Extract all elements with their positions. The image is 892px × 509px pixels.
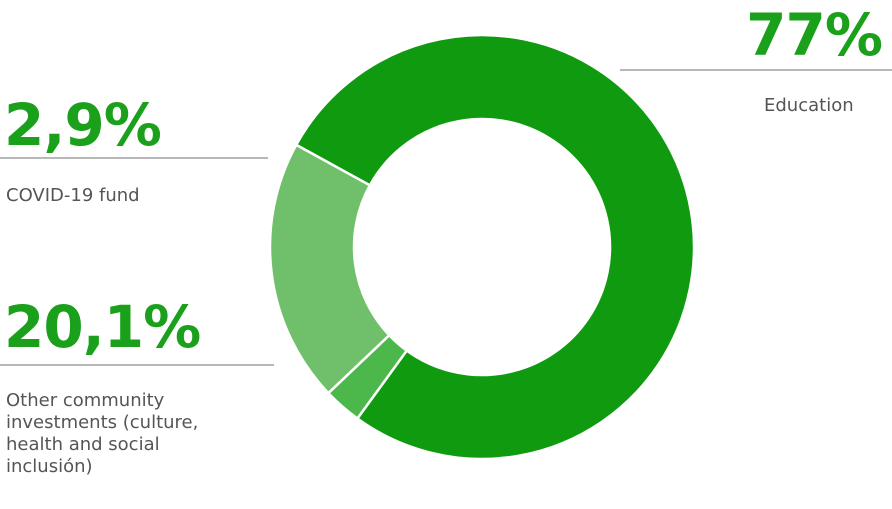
covid-fund-percent: 2,9% [4, 91, 162, 159]
education-label: Education [764, 95, 854, 116]
covid-fund-label: COVID-19 fund [6, 185, 140, 206]
other-investments-label: Other community investments (culture, he… [6, 390, 198, 478]
other-investments-label-line: investments (culture, [6, 412, 199, 433]
other-investments-label-line: inclusión) [6, 456, 93, 477]
slice-other-investments [268, 143, 392, 395]
other-investments-label-line: Other community [6, 390, 165, 411]
other-investments-leader-line [0, 364, 274, 366]
education-leader-line [620, 69, 892, 71]
other-investments-percent: 20,1% [4, 293, 201, 361]
covid-fund-leader-line [0, 157, 268, 159]
education-percent: 77% [746, 1, 883, 69]
other-investments-label-line: health and social [6, 434, 160, 455]
slice-education [294, 33, 696, 461]
